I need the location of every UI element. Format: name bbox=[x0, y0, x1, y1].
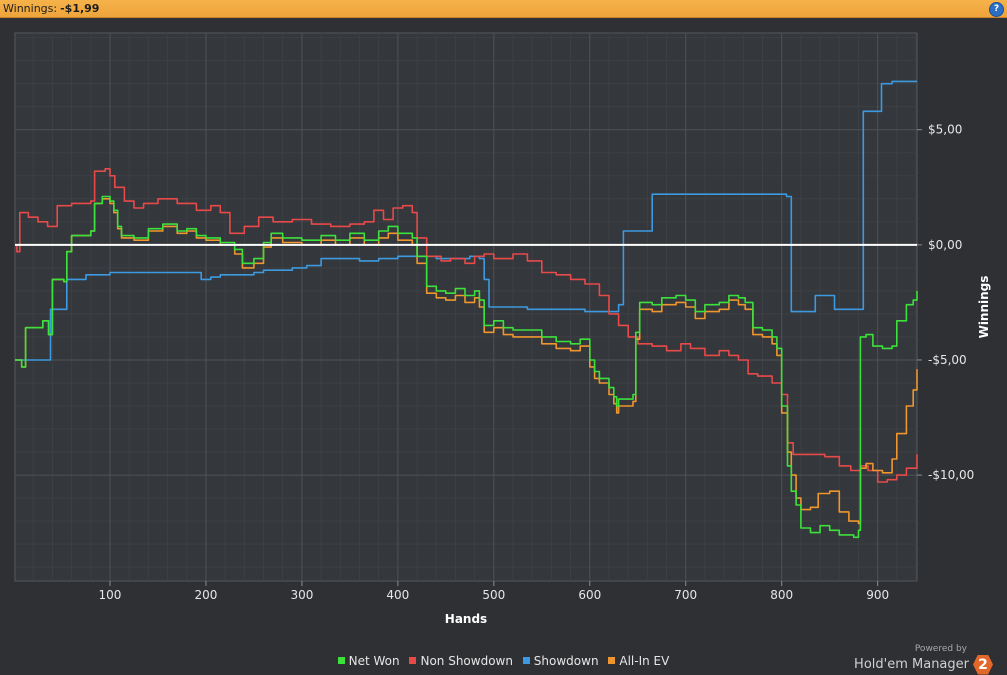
x-tick-label: 600 bbox=[578, 588, 601, 602]
series-showdown bbox=[15, 80, 917, 361]
winnings-value: -$1,99 bbox=[60, 2, 100, 15]
question-icon[interactable]: ? bbox=[989, 2, 1004, 17]
winnings-label: Winnings: bbox=[3, 2, 58, 15]
legend-label-showdown: Showdown bbox=[533, 654, 599, 668]
y-axis-title: Winnings bbox=[977, 276, 991, 339]
legend-swatch-showdown bbox=[522, 657, 530, 664]
legend-swatch-non-showdown bbox=[409, 657, 417, 664]
legend-swatch-net-won bbox=[337, 657, 345, 664]
legend-net-won[interactable]: Net Won bbox=[337, 654, 400, 668]
powered-by-text: Powered by bbox=[914, 644, 967, 654]
branding: Powered by Hold'em Manager 2 bbox=[854, 644, 993, 675]
x-tick-label: 500 bbox=[482, 588, 505, 602]
x-tick-label: 100 bbox=[99, 588, 122, 602]
x-tick-label: 300 bbox=[290, 588, 313, 602]
x-axis-title: Hands bbox=[445, 612, 487, 626]
chart-legend: Net Won Non Showdown Showdown All-In EV bbox=[0, 654, 1007, 668]
legend-label-all-in-ev: All-In EV bbox=[619, 654, 670, 668]
hem2-logo-icon: 2 bbox=[973, 654, 993, 675]
y-tick-label: $5,00 bbox=[928, 123, 962, 137]
brand-name: Hold'em Manager bbox=[854, 657, 969, 672]
y-tick-label: -$10,00 bbox=[928, 468, 974, 482]
legend-label-non-showdown: Non Showdown bbox=[420, 654, 513, 668]
legend-label-net-won: Net Won bbox=[348, 654, 400, 668]
y-tick-label: $0,00 bbox=[928, 238, 962, 252]
legend-all-in-ev[interactable]: All-In EV bbox=[608, 654, 669, 668]
x-tick-label: 200 bbox=[195, 588, 218, 602]
winnings-header-bar: Winnings: -$1,99 ? bbox=[0, 0, 1007, 18]
series-net-won bbox=[15, 195, 918, 539]
legend-swatch-all-in-ev bbox=[608, 657, 616, 664]
x-tick-label: 900 bbox=[866, 588, 889, 602]
x-tick-label: 700 bbox=[674, 588, 697, 602]
legend-showdown[interactable]: Showdown bbox=[522, 654, 599, 668]
legend-non-showdown[interactable]: Non Showdown bbox=[409, 654, 513, 668]
x-tick-label: 800 bbox=[770, 588, 793, 602]
x-tick-label: 400 bbox=[386, 588, 409, 602]
plot-area bbox=[14, 32, 918, 582]
winnings-chart: 100 200 300 400 500 600 700 800 900 $5,00 $0,00 -$5… bbox=[14, 32, 991, 626]
y-tick-label: -$5,00 bbox=[928, 353, 967, 367]
winnings-summary: Winnings: -$1,99 bbox=[3, 0, 99, 17]
